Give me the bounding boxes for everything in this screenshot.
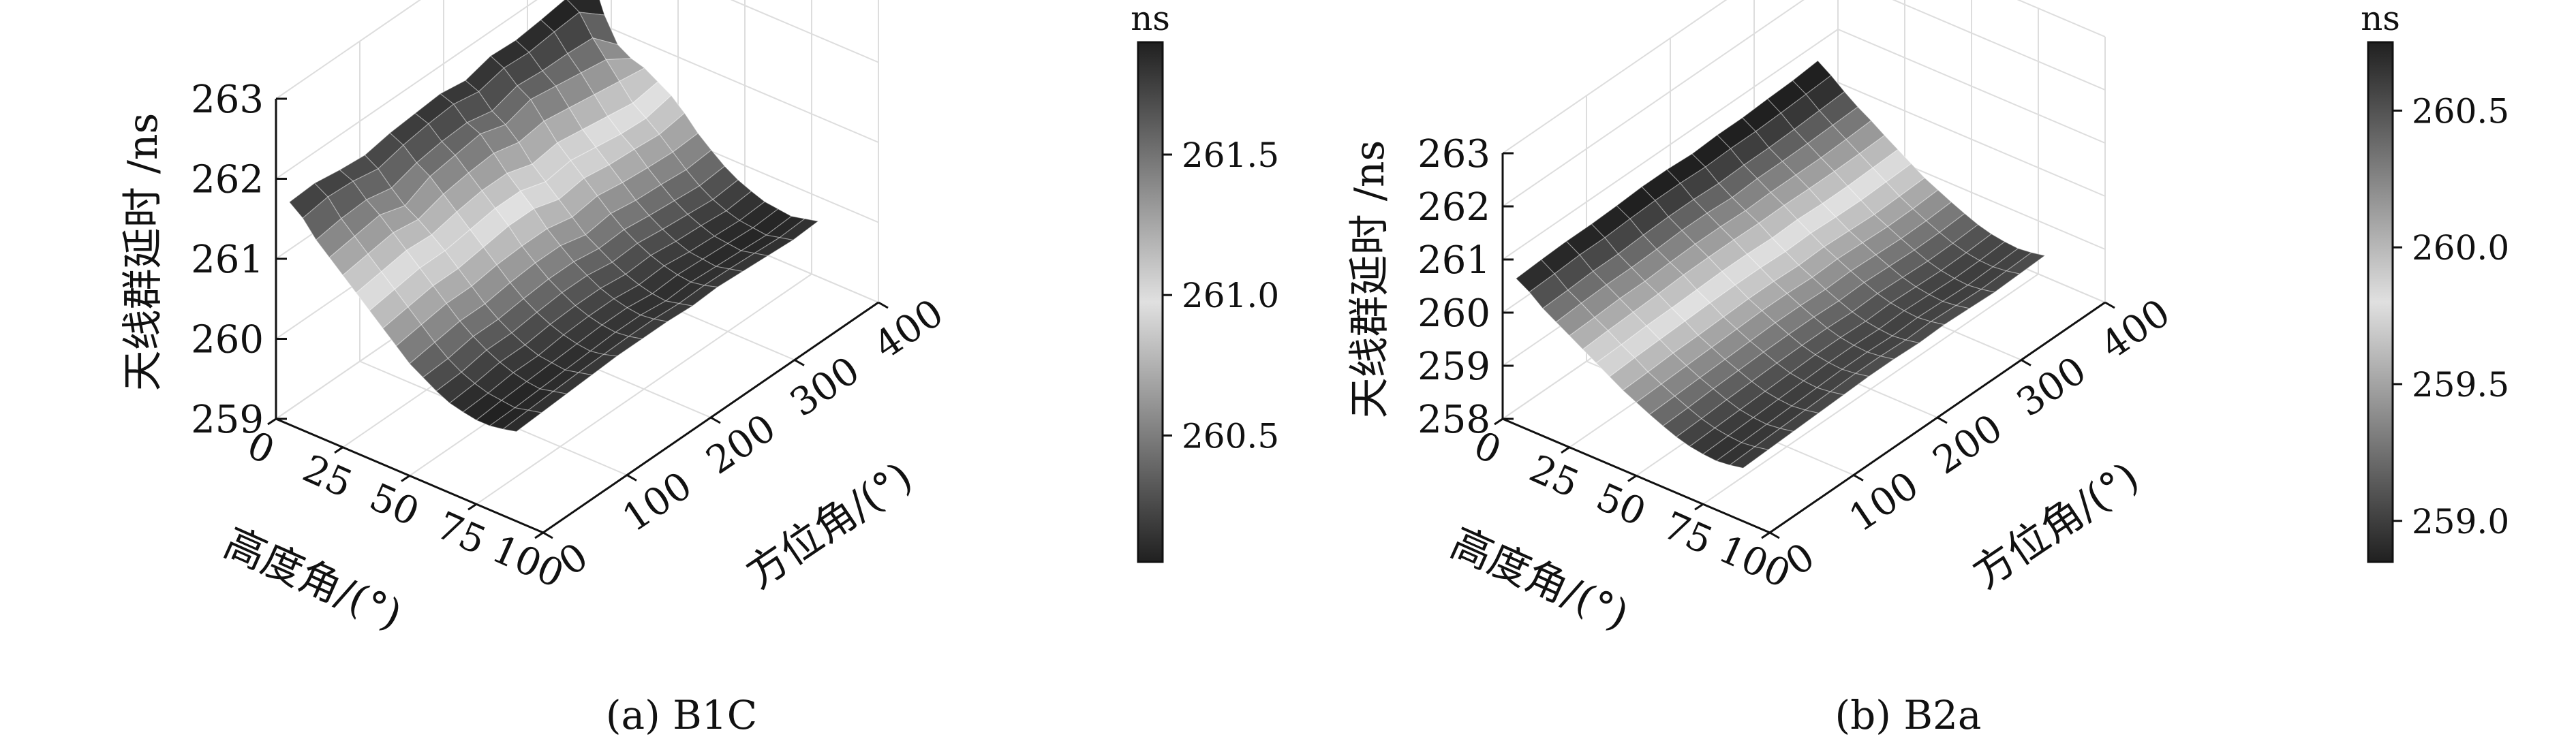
colorbar: ns 259.0 259.5 260.0 260.5 <box>2361 0 2509 563</box>
colorbar-tick-label: 261.5 <box>1182 136 1279 175</box>
surface-cell <box>652 302 694 322</box>
x-tick-mark <box>401 475 410 482</box>
surface-cell <box>1954 289 1996 309</box>
y-tick-mark <box>794 359 805 366</box>
figure-caption: (a) B1C <box>606 692 757 738</box>
x-tick-mark <box>1761 531 1770 539</box>
figure-caption: (b) B2a <box>1835 692 1982 738</box>
z-tick-label: 259 <box>1417 345 1490 389</box>
z-tick-label: 262 <box>191 158 264 202</box>
colorbar-gradient <box>2367 41 2394 563</box>
y-tick-mark <box>1853 474 1864 482</box>
surface-cell <box>1728 446 1770 469</box>
surface-cell <box>753 237 795 257</box>
z-tick-label: 260 <box>191 318 264 362</box>
gridline <box>275 0 879 180</box>
x-tick-mark <box>334 446 343 454</box>
y-tick-mark <box>878 301 889 309</box>
z-axis-label: 天线群延时 /ns <box>1346 140 1394 419</box>
x-tick-label: 75 <box>1657 503 1719 563</box>
x-tick-mark <box>1627 475 1637 482</box>
gridline <box>275 0 421 99</box>
x-tick-mark <box>534 531 544 539</box>
surface-cell <box>1880 339 1920 360</box>
y-axis-label: 方位角/(°) <box>737 453 921 598</box>
y-tick-mark <box>710 416 721 424</box>
gridline <box>359 41 628 476</box>
colorbar-tick-label: 260.0 <box>2412 228 2509 268</box>
x-tick-label: 100 <box>1712 527 1796 597</box>
surface-cell <box>703 268 744 288</box>
x-tick-label: 25 <box>1523 447 1586 507</box>
colorbar-unit: ns <box>2361 0 2400 38</box>
surface-cell <box>527 390 568 413</box>
z-tick-label: 261 <box>1417 238 1490 283</box>
z-tick-label: 263 <box>1417 132 1490 176</box>
x-axis-label: 高度角/(°) <box>1443 519 1636 640</box>
x-tick-mark <box>267 418 277 426</box>
x-axis-label: 高度角/(°) <box>217 519 409 640</box>
x-tick-label: 50 <box>1590 475 1653 535</box>
z-tick-label: 262 <box>1417 185 1490 230</box>
y-tick-mark <box>2021 359 2031 366</box>
surface-cell <box>1829 373 1870 396</box>
y-tick-mark <box>1769 531 1780 539</box>
z-tick-label: 258 <box>1417 398 1490 442</box>
gridline <box>1502 0 2106 154</box>
x-tick-mark <box>1694 503 1704 511</box>
surface-cell <box>1753 428 1795 451</box>
x-tick-mark <box>1561 446 1570 454</box>
surface-cell <box>577 353 618 376</box>
y-tick-mark <box>1937 416 1948 424</box>
colorbar-tick-label: 260.5 <box>1182 416 1279 456</box>
colorbar-unit: ns <box>1131 0 1170 38</box>
z-tick-label: 263 <box>191 78 264 122</box>
x-tick-mark <box>1494 418 1503 426</box>
colorbar-tick-label: 259.0 <box>2412 502 2509 541</box>
x-tick-label: 75 <box>430 503 493 563</box>
surface-cell <box>728 253 769 272</box>
surface-cell <box>2005 252 2046 274</box>
x-tick-label: 25 <box>296 447 359 507</box>
y-tick-mark <box>542 531 553 539</box>
x-tick-mark <box>467 503 477 511</box>
y-axis-label: 方位角/(°) <box>1964 453 2147 598</box>
gridline <box>1502 0 2106 207</box>
y-tick-mark <box>2104 301 2115 309</box>
colorbar-tick-label: 261.0 <box>1182 276 1279 315</box>
surface-cell <box>502 409 543 432</box>
z-tick-label: 259 <box>191 398 264 442</box>
z-tick-label: 261 <box>191 238 264 282</box>
colorbar-tick-label: 260.5 <box>2412 91 2509 131</box>
x-tick-label: 100 <box>485 527 570 597</box>
colorbar-tick-label: 259.5 <box>2412 365 2509 405</box>
z-tick-label: 260 <box>1417 292 1490 336</box>
z-axis-label: 天线群延时 /ns <box>119 113 167 392</box>
colorbar: ns 260.5 261.0 261.5 <box>1131 0 1279 563</box>
y-tick-mark <box>626 474 637 482</box>
colorbar-gradient <box>1137 41 1164 563</box>
surface-cell <box>678 285 719 306</box>
x-tick-label: 50 <box>363 475 426 535</box>
